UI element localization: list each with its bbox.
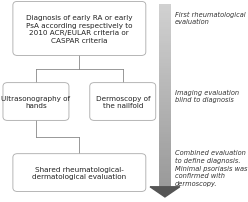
FancyBboxPatch shape bbox=[13, 154, 146, 191]
Text: Shared rheumatological-
dermatological evaluation: Shared rheumatological- dermatological e… bbox=[32, 166, 126, 180]
Bar bbox=[159, 32, 171, 35]
Bar bbox=[159, 128, 171, 130]
Bar bbox=[159, 80, 171, 82]
Bar bbox=[159, 5, 171, 7]
Bar bbox=[159, 164, 171, 166]
Bar bbox=[159, 78, 171, 80]
Bar bbox=[159, 87, 171, 89]
FancyBboxPatch shape bbox=[90, 83, 156, 121]
Bar bbox=[159, 162, 171, 164]
Bar bbox=[159, 85, 171, 87]
Bar bbox=[159, 121, 171, 123]
Bar bbox=[159, 50, 171, 53]
Bar bbox=[159, 173, 171, 176]
Bar bbox=[159, 64, 171, 66]
Bar bbox=[159, 148, 171, 150]
Bar bbox=[159, 76, 171, 78]
Bar bbox=[159, 60, 171, 62]
Bar bbox=[159, 91, 171, 94]
Bar bbox=[159, 182, 171, 185]
Bar bbox=[159, 114, 171, 116]
Bar bbox=[159, 176, 171, 178]
Bar bbox=[159, 153, 171, 155]
Bar bbox=[159, 155, 171, 157]
Bar bbox=[159, 35, 171, 37]
Bar bbox=[159, 9, 171, 12]
Bar bbox=[159, 19, 171, 21]
Text: First rheumatological
evaluation: First rheumatological evaluation bbox=[175, 11, 246, 25]
FancyBboxPatch shape bbox=[3, 83, 69, 121]
Bar bbox=[159, 146, 171, 148]
Bar bbox=[159, 150, 171, 153]
Bar bbox=[159, 112, 171, 114]
Bar bbox=[159, 66, 171, 69]
Bar bbox=[159, 46, 171, 48]
Bar bbox=[159, 137, 171, 139]
Bar bbox=[159, 62, 171, 64]
Text: Ultrasonography of
hands: Ultrasonography of hands bbox=[1, 95, 70, 109]
Bar bbox=[159, 171, 171, 173]
Bar bbox=[159, 116, 171, 119]
Bar bbox=[159, 30, 171, 32]
Bar bbox=[159, 125, 171, 128]
Bar bbox=[159, 41, 171, 44]
Bar bbox=[159, 141, 171, 144]
Bar bbox=[159, 48, 171, 50]
Text: Combined evaluation
to define diagnosis.
Minimal psoriasis was
confirmed with
de: Combined evaluation to define diagnosis.… bbox=[175, 150, 247, 186]
Bar bbox=[159, 21, 171, 23]
Bar bbox=[159, 55, 171, 57]
Bar bbox=[159, 132, 171, 135]
Bar bbox=[159, 69, 171, 71]
Bar bbox=[159, 25, 171, 28]
Polygon shape bbox=[150, 187, 180, 197]
Bar bbox=[159, 94, 171, 96]
Bar bbox=[159, 157, 171, 160]
Bar bbox=[159, 103, 171, 105]
Bar bbox=[159, 16, 171, 19]
FancyBboxPatch shape bbox=[13, 2, 146, 56]
Bar bbox=[159, 53, 171, 55]
Bar bbox=[159, 28, 171, 30]
Bar bbox=[159, 105, 171, 107]
Bar bbox=[159, 123, 171, 125]
Bar bbox=[159, 82, 171, 85]
Bar bbox=[159, 44, 171, 46]
Bar bbox=[159, 57, 171, 60]
Bar bbox=[159, 109, 171, 112]
Bar bbox=[159, 135, 171, 137]
Bar bbox=[159, 130, 171, 132]
Bar bbox=[159, 139, 171, 141]
Bar bbox=[159, 23, 171, 25]
Text: Imaging evaluation
blind to diagnosis: Imaging evaluation blind to diagnosis bbox=[175, 89, 239, 103]
Bar bbox=[159, 180, 171, 182]
Bar bbox=[159, 169, 171, 171]
Bar bbox=[159, 107, 171, 109]
Bar bbox=[159, 101, 171, 103]
Bar bbox=[159, 39, 171, 41]
Bar bbox=[159, 98, 171, 100]
Bar bbox=[159, 160, 171, 162]
Bar bbox=[159, 166, 171, 169]
Bar bbox=[159, 144, 171, 146]
Text: Diagnosis of early RA or early
PsA according respectively to
2010 ACR/EULAR crit: Diagnosis of early RA or early PsA accor… bbox=[26, 15, 133, 44]
Bar bbox=[159, 73, 171, 76]
Text: Dermoscopy of
the nailfold: Dermoscopy of the nailfold bbox=[95, 95, 150, 109]
Bar bbox=[159, 119, 171, 121]
Bar bbox=[159, 7, 171, 9]
Bar bbox=[159, 96, 171, 98]
Bar bbox=[159, 89, 171, 91]
Bar bbox=[159, 178, 171, 180]
Bar bbox=[159, 185, 171, 187]
Bar bbox=[159, 12, 171, 14]
Bar bbox=[159, 71, 171, 73]
Bar bbox=[159, 14, 171, 16]
Bar bbox=[159, 37, 171, 39]
